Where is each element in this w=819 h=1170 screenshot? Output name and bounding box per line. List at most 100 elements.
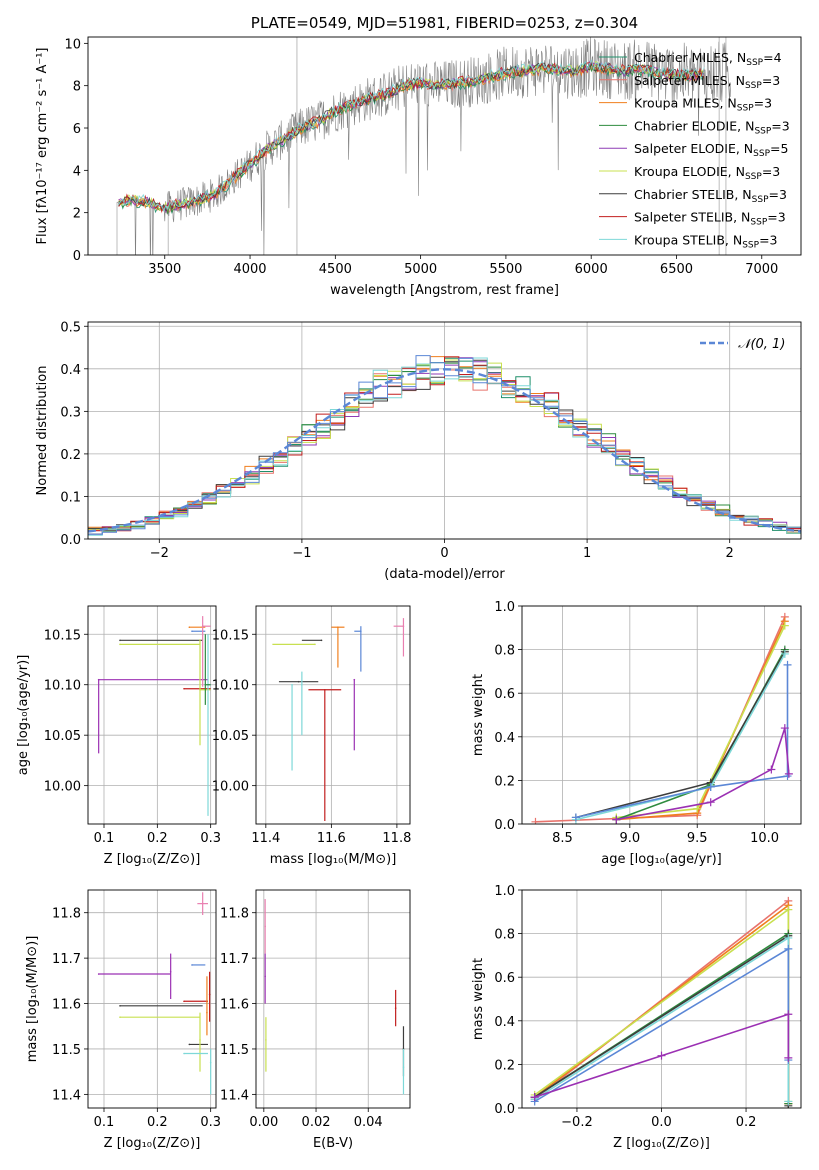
legend-label-subscript: SSP	[745, 81, 762, 91]
legend-label: Salpeter ELODIE, NSSP=5	[634, 141, 788, 159]
data-point	[314, 643, 316, 646]
plot-area	[97, 616, 211, 816]
data-point	[188, 626, 191, 628]
axes-frame	[521, 605, 802, 825]
x-axis-label: E(B-V)	[313, 1136, 353, 1151]
y-tick-label: 0	[73, 249, 81, 264]
legend-label: Chabrier STELIB, NSSP=3	[634, 187, 787, 205]
data-point	[119, 1016, 121, 1018]
legend-label-name: Chabrier STELIB, N	[634, 187, 752, 202]
legend-label-subscript: SSP	[746, 58, 763, 68]
series-line	[575, 651, 786, 819]
data-point	[208, 993, 211, 996]
panel-3: 11.4 11.6 11.8 10.00 10.05 10.10 10.15 mass [lo…	[212, 605, 411, 867]
y-tick-label: 1.0	[494, 884, 515, 899]
x-tick-label: 0.02	[302, 1115, 331, 1130]
x-tick-label: 11.6	[317, 831, 346, 846]
series-line	[616, 727, 790, 821]
y-tick-label: 0.4	[60, 363, 81, 378]
model-spectrum-line	[118, 59, 705, 213]
axes-frame	[87, 321, 802, 540]
legend-label-subscript: SSP	[737, 104, 754, 114]
panel-5: 0.1 0.2 0.3 11.4 11.5 11.6 11.7 11.8 Z [log₁₀(Z/…	[25, 889, 221, 1151]
x-tick-label: 4000	[233, 262, 266, 277]
legend-label-suffix: =3	[762, 164, 780, 179]
x-tick-label: 0.2	[147, 831, 168, 846]
series-marker	[784, 1097, 793, 1106]
y-axis-label: Flux [fλ10⁻¹⁷ erg cm⁻² s⁻¹ A⁻¹]	[35, 48, 50, 245]
legend-label-name: Salpeter STELIB, N	[634, 210, 750, 225]
y-tick-label: 0.3	[60, 405, 81, 420]
data-point	[297, 680, 300, 683]
series-marker	[571, 813, 580, 822]
data-point	[206, 1011, 208, 1014]
legend-label-name: Kroupa ELODIE, N	[634, 164, 745, 179]
x-tick-label: 11.4	[251, 831, 280, 846]
legend-label-name: Chabrier ELODIE, N	[634, 118, 754, 133]
y-tick-label: 0.2	[494, 1058, 515, 1073]
panel-1: −2 −1 0 1 2 0.0 0.1 0.2 0.3 0.4 0.5 (data-model)/er…	[35, 320, 802, 582]
y-tick-label: 6	[73, 122, 81, 137]
data-point	[191, 964, 193, 966]
series-marker	[780, 621, 789, 630]
x-axis-label: Z [log₁₀(Z/Z⊙)]	[104, 852, 201, 867]
legend-label-suffix: =3	[762, 73, 780, 88]
y-tick-label: 10.00	[212, 780, 249, 795]
data-point	[183, 687, 185, 690]
legend-label-suffix: =3	[771, 118, 789, 133]
x-axis-label: Z [log₁₀(Z/Z⊙)]	[613, 1136, 710, 1151]
y-tick-label: 10.15	[44, 628, 81, 643]
series-marker	[783, 660, 792, 669]
y-tick-label: 11.8	[52, 907, 81, 922]
data-point	[97, 678, 100, 681]
axes-frame	[87, 889, 217, 1109]
legend-label-subscript: SSP	[745, 172, 762, 182]
legend-label-name: Salpeter ELODIE, N	[634, 141, 753, 156]
panel-6: 0.00 0.02 0.04 11.4 11.5 11.6 11.7 11.8 E(B-V)	[220, 889, 411, 1151]
legend-label-suffix: =3	[767, 210, 785, 225]
x-tick-label: 0	[440, 546, 448, 561]
data-point	[169, 970, 172, 973]
data-point	[265, 1039, 267, 1041]
series-marker	[784, 905, 793, 914]
legend-label: Salpeter MILES, NSSP=3	[634, 73, 780, 91]
legend-label-suffix: =3	[769, 187, 787, 202]
data-point	[119, 1005, 121, 1007]
data-point	[183, 1000, 185, 1003]
x-tick-label: 8.5	[552, 831, 573, 846]
x-tick-label: 0.3	[200, 831, 221, 846]
data-point	[360, 630, 362, 633]
x-tick-label: 3500	[148, 262, 181, 277]
data-point	[353, 678, 356, 681]
data-point	[264, 975, 266, 978]
x-tick-label: 0.1	[94, 1115, 115, 1130]
series-marker	[784, 769, 793, 778]
x-tick-label: 11.8	[382, 831, 411, 846]
series-marker	[531, 817, 540, 824]
x-tick-label: 0.04	[354, 1115, 383, 1130]
y-tick-label: 1.0	[494, 600, 515, 615]
legend-label-suffix: =5	[770, 141, 788, 156]
legend-label: 𝒩(0, 1)	[738, 337, 785, 352]
x-axis-label: Z [log₁₀(Z/Z⊙)]	[104, 1136, 201, 1151]
data-point	[324, 688, 326, 691]
data-point	[201, 902, 204, 905]
y-tick-label: 0.6	[494, 971, 515, 986]
series-marker	[780, 724, 789, 733]
plot-area	[116, 37, 731, 255]
data-point	[291, 683, 293, 686]
legend-label-subscript: SSP	[752, 195, 769, 205]
data-point	[119, 643, 121, 646]
plot-area	[88, 355, 801, 536]
y-tick-label: 10.10	[212, 679, 249, 694]
x-tick-label: 0.2	[147, 1115, 168, 1130]
x-tick-label: −0.2	[561, 1115, 593, 1130]
data-point	[402, 625, 405, 627]
y-tick-label: 10.00	[44, 780, 81, 795]
legend-label: Kroupa ELODIE, NSSP=3	[634, 164, 780, 182]
x-tick-label: 5500	[489, 262, 522, 277]
legend-label-name: Kroupa STELIB, N	[634, 232, 742, 247]
axes-frame	[87, 605, 217, 825]
legend-label-suffix: =3	[754, 96, 772, 111]
